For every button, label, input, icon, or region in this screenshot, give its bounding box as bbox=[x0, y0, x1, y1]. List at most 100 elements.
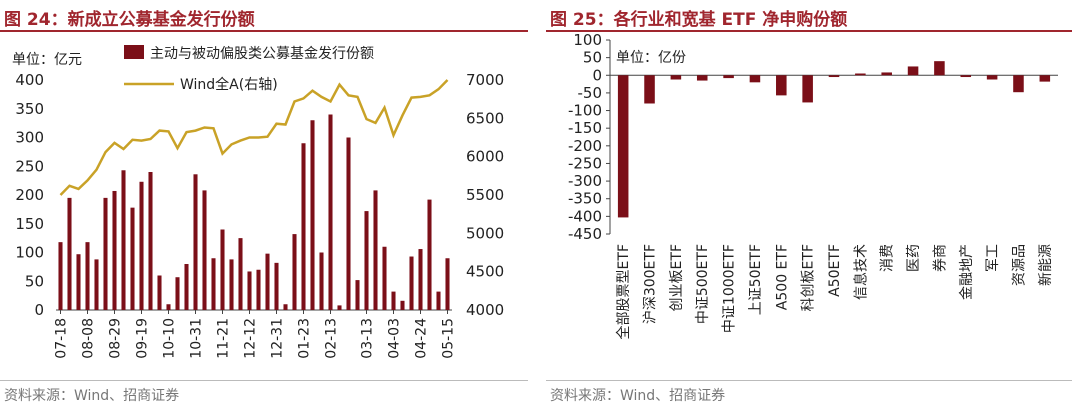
right-unit-label: 单位：亿份 bbox=[616, 50, 686, 66]
left-bar bbox=[445, 258, 450, 310]
left-chart-source: 资料来源：Wind、招商证券 bbox=[4, 388, 180, 404]
right-x-tick-label: 沪深300ETF bbox=[643, 244, 659, 324]
left-chart-title: 图 24：新成立公募基金发行份额 bbox=[4, 10, 255, 30]
left-bar bbox=[175, 277, 180, 310]
right-x-tick-label: 券商 bbox=[932, 244, 948, 272]
left-bar bbox=[427, 199, 432, 310]
left-bar bbox=[211, 258, 216, 310]
left-bar bbox=[346, 137, 351, 310]
left-bar bbox=[247, 271, 252, 310]
right-x-tick-label: A50ETF bbox=[827, 244, 843, 297]
left-x-tick-label: 02-13 bbox=[324, 318, 340, 359]
left-bar bbox=[265, 253, 270, 310]
left-y-tick-label: 300 bbox=[15, 129, 44, 147]
left-bar bbox=[193, 174, 198, 310]
right-x-tick-label: 中证1000ETF bbox=[722, 244, 738, 333]
left-bar bbox=[166, 304, 171, 310]
right-bar bbox=[802, 75, 813, 103]
left-y-tick-label: 250 bbox=[15, 157, 44, 175]
right-bar bbox=[1013, 75, 1024, 93]
right-y-tick-label: -350 bbox=[568, 190, 602, 208]
right-bar bbox=[960, 75, 972, 78]
left-chart-svg: 0 50 100 150 200 250 300 350 400 4000 4500 5000 5500… bbox=[12, 45, 504, 359]
right-x-tick-label: 新能源 bbox=[1038, 244, 1054, 286]
left-source-divider bbox=[0, 380, 528, 381]
left-x-tick-label: 10-31 bbox=[189, 318, 205, 359]
left-x-tick-label: 12-12 bbox=[243, 318, 259, 359]
right-bar bbox=[986, 75, 998, 80]
right-x-tick-label: A500 ETF bbox=[774, 244, 790, 310]
left-legend-line-label: Wind全A(右轴) bbox=[180, 76, 278, 93]
left-bar bbox=[121, 170, 126, 310]
left-legend-bar-label: 主动与被动偏股类公募基金发行份额 bbox=[150, 45, 374, 62]
left-bar bbox=[292, 234, 297, 310]
right-x-tick-label: 信息技术 bbox=[852, 244, 869, 300]
left-bar bbox=[391, 291, 396, 310]
right-chart-source: 资料来源：Wind、招商证券 bbox=[550, 388, 726, 404]
right-y-tick-label: -400 bbox=[568, 207, 602, 225]
right-chart-panel: 图 25：各行业和宽基 ETF 净申购份额 100 50 0 -50 -100 -150-… bbox=[546, 0, 1072, 410]
right-chart-title: 图 25：各行业和宽基 ETF 净申购份额 bbox=[550, 10, 848, 30]
left-bar bbox=[310, 120, 315, 310]
right-bar bbox=[670, 75, 682, 80]
right-y-tick-label: 100 bbox=[573, 31, 602, 49]
left-unit-label: 单位：亿元 bbox=[12, 52, 82, 68]
left-x-tick-label: 04-03 bbox=[387, 318, 403, 359]
left-y-tick-label: 150 bbox=[15, 215, 44, 233]
left-legend-bar-swatch bbox=[124, 45, 144, 59]
left-bar bbox=[364, 211, 369, 310]
right-y-tick-label: -300 bbox=[568, 172, 602, 190]
left-bar bbox=[103, 197, 108, 310]
right-y-tick-label: -450 bbox=[568, 225, 602, 243]
right-y-tick-label: 7000 bbox=[466, 71, 504, 89]
left-y-tick-label: 0 bbox=[34, 301, 44, 319]
right-y-tick-label: -150 bbox=[568, 119, 602, 137]
left-bar bbox=[283, 304, 288, 310]
right-x-tick-label: 全部股票型ETF bbox=[615, 244, 632, 339]
left-bar bbox=[112, 190, 117, 310]
left-bar bbox=[85, 242, 90, 310]
right-y-tick-label: 50 bbox=[583, 49, 602, 67]
left-bar bbox=[418, 249, 423, 310]
left-x-tick-label: 10-10 bbox=[162, 318, 178, 359]
left-bar bbox=[400, 300, 405, 310]
right-y-tick-label: 6000 bbox=[466, 148, 504, 166]
left-x-tick-label: 03-13 bbox=[360, 318, 376, 359]
left-x-tick-label: 08-08 bbox=[81, 318, 97, 359]
left-bar bbox=[337, 305, 342, 310]
left-x-tick-label: 09-19 bbox=[135, 318, 151, 359]
left-y-tick-label: 50 bbox=[25, 272, 44, 290]
left-index-line bbox=[59, 79, 449, 196]
left-bar bbox=[130, 207, 135, 310]
left-y-tick-label: 350 bbox=[15, 100, 44, 118]
right-bar bbox=[696, 75, 708, 81]
right-x-tick-label: 资源品 bbox=[1011, 244, 1027, 286]
right-y-tick-label: 6500 bbox=[466, 109, 504, 127]
right-bar bbox=[617, 75, 629, 218]
left-bar bbox=[202, 190, 207, 310]
left-x-tick-label: 07-18 bbox=[54, 318, 70, 359]
left-bar bbox=[148, 172, 153, 310]
left-bar bbox=[274, 262, 279, 310]
left-x-tick-label: 05-15 bbox=[441, 318, 457, 359]
left-y-tick-label: 100 bbox=[15, 244, 44, 262]
right-bar bbox=[881, 72, 892, 76]
right-y-tick-label: 5000 bbox=[466, 224, 504, 242]
right-x-tick-label: 创业板ETF bbox=[669, 244, 685, 311]
left-x-tick-label: 12-31 bbox=[270, 318, 286, 359]
left-bar bbox=[355, 280, 360, 310]
left-bar bbox=[436, 291, 441, 310]
right-source-divider bbox=[546, 380, 1072, 381]
right-y-tick-label: 0 bbox=[592, 66, 602, 84]
right-x-tick-label: 金融地产 bbox=[959, 244, 975, 300]
left-bar bbox=[382, 246, 387, 310]
right-x-tick-label: 军工 bbox=[985, 244, 1001, 272]
left-bar bbox=[373, 190, 378, 310]
right-x-tick-label: 科创板ETF bbox=[801, 244, 817, 311]
right-y-tick-label: -250 bbox=[568, 154, 602, 172]
left-bar bbox=[301, 143, 306, 310]
right-bar bbox=[907, 66, 919, 76]
left-title-bar: 图 24：新成立公募基金发行份额 bbox=[0, 0, 528, 32]
right-title-bar: 图 25：各行业和宽基 ETF 净申购份额 bbox=[546, 0, 1072, 32]
left-chart-panel: 图 24：新成立公募基金发行份额 0 50 100 150 200 250 300 350 40… bbox=[0, 0, 528, 410]
